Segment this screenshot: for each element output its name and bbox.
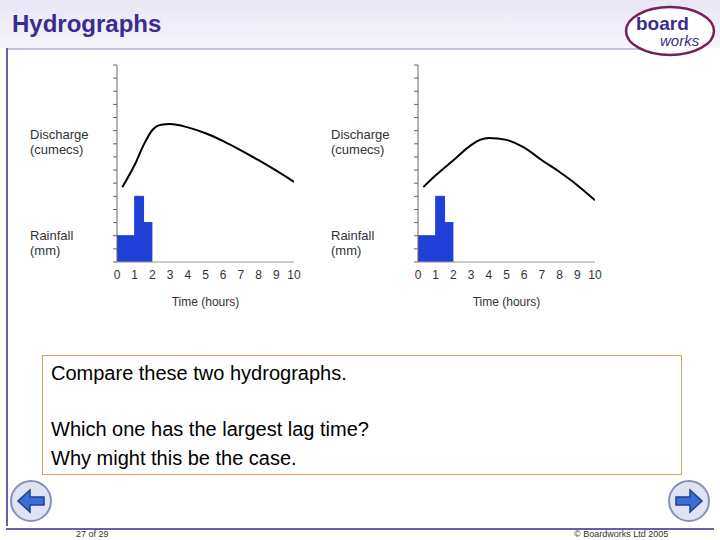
svg-text:1: 1	[131, 268, 138, 282]
svg-text:3: 3	[167, 268, 174, 282]
svg-text:4: 4	[184, 268, 191, 282]
html-text:Why might this be the case.: Why might this be the case.	[51, 447, 297, 469]
svg-text:2: 2	[450, 268, 457, 282]
svg-text:10: 10	[588, 268, 602, 282]
html-text:Discharge (cumecs): Discharge (cumecs)	[331, 127, 390, 157]
html-text:© Boardworks Ltd 2005: © Boardworks Ltd 2005	[574, 529, 669, 539]
svg-text:6: 6	[220, 268, 227, 282]
html-text:Time (hours): Time (hours)	[472, 295, 541, 309]
svg-text:5: 5	[503, 268, 510, 282]
svg-text:1: 1	[432, 268, 439, 282]
html-text:Rainfall (mm): Rainfall (mm)	[30, 228, 74, 258]
svg-text:4: 4	[485, 268, 492, 282]
svg-text:0: 0	[114, 268, 121, 282]
html-text:Time (hours): Time (hours)	[171, 295, 240, 309]
html-text:Discharge (cumecs): Discharge (cumecs)	[30, 127, 89, 157]
svg-text:9: 9	[273, 268, 280, 282]
svg-text:works: works	[660, 32, 700, 49]
html-text:Hydrographs: Hydrographs	[12, 10, 162, 37]
svg-text:5: 5	[202, 268, 209, 282]
svg-text:8: 8	[255, 268, 262, 282]
svg-text:7: 7	[539, 268, 546, 282]
svg-text:2: 2	[149, 268, 156, 282]
html-text:Rainfall (mm): Rainfall (mm)	[331, 228, 375, 258]
svg-text:7: 7	[238, 268, 245, 282]
svg-text:9: 9	[574, 268, 581, 282]
svg-text:6: 6	[521, 268, 528, 282]
html-text:Which one has the largest lag: Which one has the largest lag time?	[51, 418, 369, 440]
svg-text:8: 8	[556, 268, 563, 282]
svg-text:board: board	[636, 13, 689, 34]
html-text:Compare these two hydrographs.: Compare these two hydrographs.	[51, 362, 347, 384]
svg-text:0: 0	[415, 268, 422, 282]
svg-text:3: 3	[468, 268, 475, 282]
svg-text:10: 10	[287, 268, 301, 282]
html-text:27 of 29: 27 of 29	[76, 529, 109, 539]
